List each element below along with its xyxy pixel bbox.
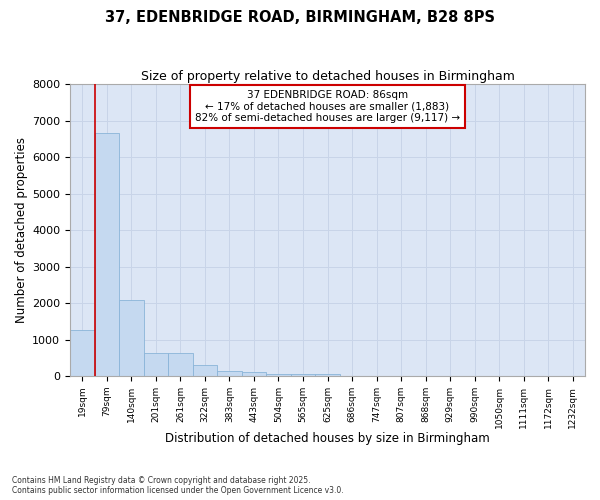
Text: 37, EDENBRIDGE ROAD, BIRMINGHAM, B28 8PS: 37, EDENBRIDGE ROAD, BIRMINGHAM, B28 8PS xyxy=(105,10,495,25)
Bar xyxy=(315,374,340,376)
Bar xyxy=(143,352,168,376)
Title: Size of property relative to detached houses in Birmingham: Size of property relative to detached ho… xyxy=(140,70,514,83)
Bar xyxy=(266,374,291,376)
X-axis label: Distribution of detached houses by size in Birmingham: Distribution of detached houses by size … xyxy=(165,432,490,445)
Bar xyxy=(242,372,266,376)
Bar xyxy=(95,134,119,376)
Bar xyxy=(217,370,242,376)
Bar xyxy=(168,354,193,376)
Text: 37 EDENBRIDGE ROAD: 86sqm
← 17% of detached houses are smaller (1,883)
82% of se: 37 EDENBRIDGE ROAD: 86sqm ← 17% of detac… xyxy=(195,90,460,123)
Y-axis label: Number of detached properties: Number of detached properties xyxy=(15,137,28,323)
Bar xyxy=(193,365,217,376)
Text: Contains HM Land Registry data © Crown copyright and database right 2025.
Contai: Contains HM Land Registry data © Crown c… xyxy=(12,476,344,495)
Bar xyxy=(291,374,315,376)
Bar xyxy=(119,300,143,376)
Bar xyxy=(70,330,95,376)
Text: 37 EDENBRIDGE ROAD: 86sqm
← 17% of detached houses are smaller (1,883)
82% of se: 37 EDENBRIDGE ROAD: 86sqm ← 17% of detac… xyxy=(0,499,1,500)
